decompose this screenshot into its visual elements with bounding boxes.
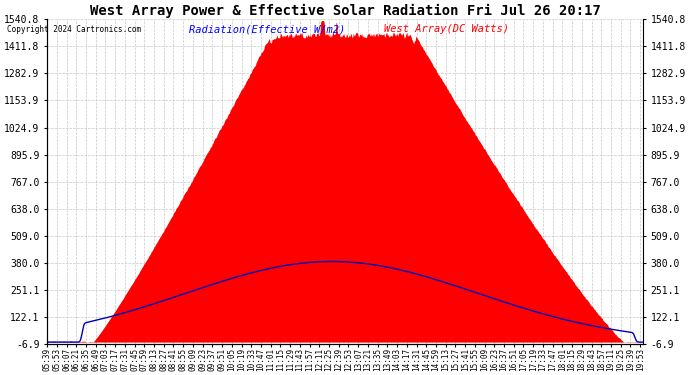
Text: Radiation(Effective W/m2): Radiation(Effective W/m2) (190, 24, 346, 34)
Text: West Array(DC Watts): West Array(DC Watts) (384, 24, 509, 34)
Title: West Array Power & Effective Solar Radiation Fri Jul 26 20:17: West Array Power & Effective Solar Radia… (90, 4, 600, 18)
Text: Copyright 2024 Cartronics.com: Copyright 2024 Cartronics.com (7, 25, 141, 34)
